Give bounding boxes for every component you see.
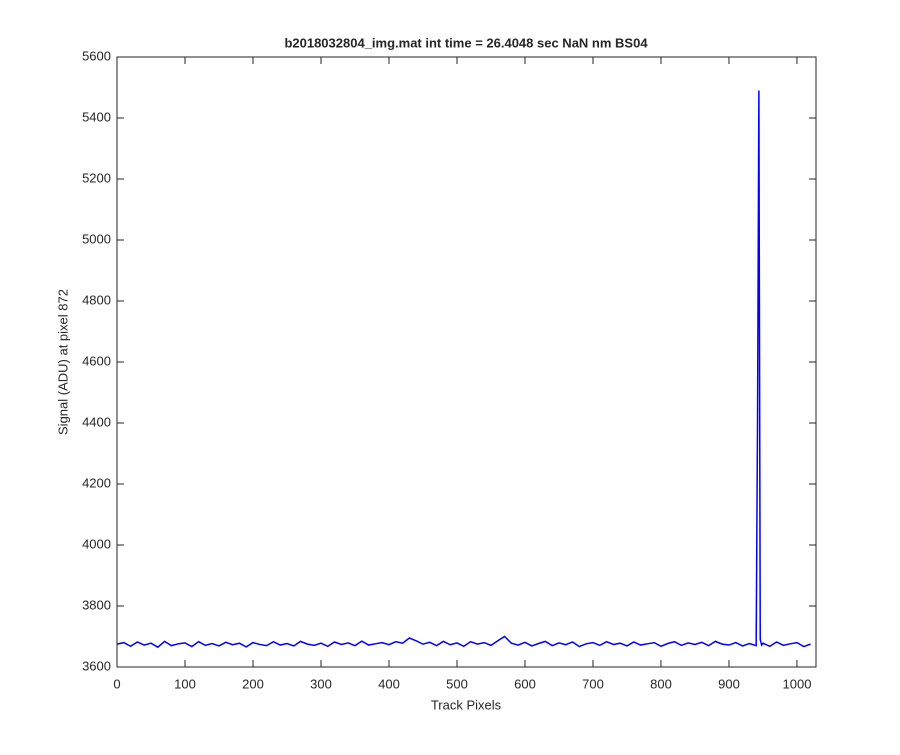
x-tick-label: 700 [582, 676, 604, 691]
x-tick-label: 300 [310, 676, 332, 691]
data-line [116, 90, 811, 649]
y-axis-label: Signal (ADU) at pixel 872 [55, 289, 70, 435]
x-tick-label: 1000 [783, 676, 812, 691]
x-tick-label: 0 [113, 676, 120, 691]
y-tick-label: 5200 [82, 170, 111, 185]
x-tick-label: 100 [174, 676, 196, 691]
x-tick-label: 800 [650, 676, 672, 691]
y-tick-label: 5000 [82, 231, 111, 246]
y-tick-label: 3600 [82, 658, 111, 673]
y-tick-label: 4600 [82, 353, 111, 368]
x-tick-label: 400 [378, 676, 400, 691]
x-tick-label: 200 [242, 676, 264, 691]
y-tick-label: 4400 [82, 414, 111, 429]
y-tick-label: 3800 [82, 597, 111, 612]
y-tick-label: 5600 [82, 48, 111, 63]
x-tick-label: 600 [514, 676, 536, 691]
y-tick-label: 4800 [82, 292, 111, 307]
x-tick-label: 500 [446, 676, 468, 691]
y-tick-label: 4000 [82, 536, 111, 551]
y-tick-label: 5400 [82, 109, 111, 124]
x-tick-label: 900 [718, 676, 740, 691]
chart-title: b2018032804_img.mat int time = 26.4048 s… [284, 35, 648, 50]
x-axis-label: Track Pixels [431, 697, 502, 712]
y-tick-label: 4200 [82, 475, 111, 490]
